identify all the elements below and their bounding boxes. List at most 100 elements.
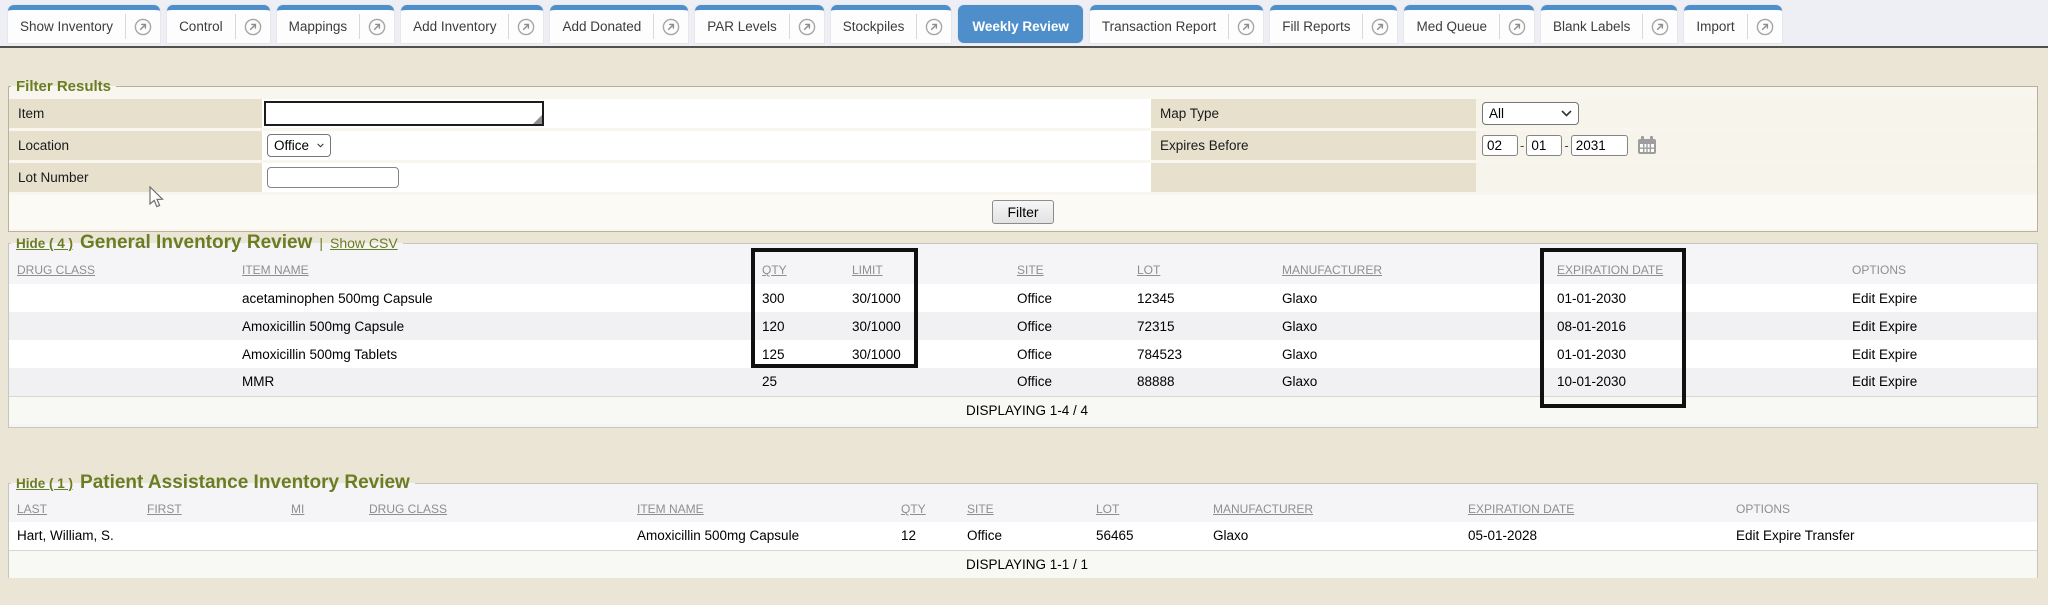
tab-weekly-review[interactable]: Weekly Review xyxy=(958,5,1083,43)
filter-button[interactable]: Filter xyxy=(992,200,1054,224)
cell-expiration-date: 05-01-2028 xyxy=(1460,522,1728,550)
column-header-site[interactable]: SITE xyxy=(1017,263,1044,277)
tab-divider xyxy=(234,14,236,39)
patient-hide-link[interactable]: Hide ( 1 ) xyxy=(16,476,74,491)
show-csv-link[interactable]: Show CSV xyxy=(329,235,398,251)
tab-import[interactable]: Import xyxy=(1684,5,1782,43)
external-link-icon[interactable] xyxy=(1229,10,1263,43)
table-row: Amoxicillin 500mg Capsule 120 30/1000 Offic… xyxy=(9,312,2037,340)
calendar-icon[interactable] xyxy=(1637,136,1657,155)
tab-label: Blank Labels xyxy=(1553,19,1631,34)
column-header-item-name[interactable]: ITEM NAME xyxy=(637,502,704,516)
external-link-icon[interactable] xyxy=(790,10,824,43)
cell-expiration-date: 01-01-2030 xyxy=(1549,284,1844,312)
general-section-title: General Inventory Review xyxy=(80,232,313,253)
external-link-icon[interactable] xyxy=(1500,10,1534,43)
resize-grip-icon[interactable] xyxy=(533,115,542,124)
cell-options[interactable]: Edit Expire xyxy=(1844,368,2037,396)
column-header-lot[interactable]: LOT xyxy=(1137,263,1161,277)
external-link-icon[interactable] xyxy=(1748,10,1782,43)
displaying-count: DISPLAYING 1-4 / 4 xyxy=(9,395,2037,424)
cell-lot: 784523 xyxy=(1129,340,1274,368)
general-hide-link[interactable]: Hide ( 4 ) xyxy=(16,236,74,251)
map-type-field-cell: All xyxy=(1476,99,2037,128)
external-link-icon[interactable] xyxy=(1643,10,1677,43)
tab-label: PAR Levels xyxy=(707,19,777,34)
tab-par-levels[interactable]: PAR Levels xyxy=(695,5,824,43)
column-header-limit[interactable]: LIMIT xyxy=(852,263,883,277)
external-link-icon[interactable] xyxy=(654,10,688,43)
external-link-icon[interactable] xyxy=(236,10,270,43)
external-link-icon[interactable] xyxy=(360,10,394,43)
column-header-lot[interactable]: LOT xyxy=(1096,502,1120,516)
tab-blank-labels[interactable]: Blank Labels xyxy=(1541,5,1678,43)
tab-label: Weekly Review xyxy=(972,19,1069,34)
cell-options[interactable]: Edit Expire Transfer xyxy=(1728,522,2037,550)
cell-qty: 125 xyxy=(754,340,844,368)
column-header-item-name[interactable]: ITEM NAME xyxy=(242,263,309,277)
column-header-qty[interactable]: QTY xyxy=(762,263,787,277)
tab-label: Add Inventory xyxy=(413,19,497,34)
displaying-count: DISPLAYING 1-1 / 1 xyxy=(9,549,2037,578)
tab-fill-reports[interactable]: Fill Reports xyxy=(1270,5,1398,43)
expires-month-input[interactable] xyxy=(1482,135,1518,156)
cell-options[interactable]: Edit Expire xyxy=(1844,340,2037,368)
lot-number-input[interactable] xyxy=(267,167,399,188)
tab-stockpiles[interactable]: Stockpiles xyxy=(830,5,952,43)
expires-year-input[interactable] xyxy=(1570,135,1628,156)
column-header-last[interactable]: LAST xyxy=(17,502,48,516)
cell-manufacturer: Glaxo xyxy=(1274,340,1549,368)
cell-manufacturer: Glaxo xyxy=(1205,522,1460,550)
external-link-icon[interactable] xyxy=(509,10,543,43)
tab-mappings[interactable]: Mappings xyxy=(276,5,395,43)
patient-section-title: Patient Assistance Inventory Review xyxy=(80,472,410,493)
column-header-drug-class[interactable]: DRUG CLASS xyxy=(369,502,448,516)
column-header-manufacturer[interactable]: MANUFACTURER xyxy=(1213,502,1314,516)
cell-lot: 88888 xyxy=(1129,368,1274,396)
cell-qty: 120 xyxy=(754,312,844,340)
map-type-select[interactable]: All xyxy=(1482,102,1579,125)
external-link-icon[interactable] xyxy=(917,10,951,43)
expires-before-field-cell: - - xyxy=(1476,131,2037,160)
tab-label: Transaction Report xyxy=(1101,19,1217,34)
column-header-drug-class[interactable]: DRUG CLASS xyxy=(17,263,96,277)
empty-field-cell xyxy=(1476,163,2037,192)
expires-day-input[interactable] xyxy=(1526,135,1563,156)
column-header-qty[interactable]: QTY xyxy=(901,502,926,516)
cell-lot: 72315 xyxy=(1129,312,1274,340)
cell-expiration-date: 08-01-2016 xyxy=(1549,312,1844,340)
cell-site: Office xyxy=(1009,340,1129,368)
tab-transaction-report[interactable]: Transaction Report xyxy=(1089,5,1264,43)
cell-first xyxy=(139,522,283,550)
column-header-expiration-date[interactable]: EXPIRATION DATE xyxy=(1468,502,1575,516)
tab-show-inventory[interactable]: Show Inventory xyxy=(8,5,161,43)
filter-legend: Filter Results xyxy=(16,78,112,95)
column-header-site[interactable]: SITE xyxy=(967,502,994,516)
tab-label: Fill Reports xyxy=(1282,19,1351,34)
tab-label: Med Queue xyxy=(1416,19,1488,34)
column-header-manufacturer[interactable]: MANUFACTURER xyxy=(1282,263,1383,277)
column-header-first[interactable]: FIRST xyxy=(147,502,182,516)
tab-add-inventory[interactable]: Add Inventory xyxy=(401,5,544,43)
tab-med-queue[interactable]: Med Queue xyxy=(1404,5,1535,43)
tab-label: Show Inventory xyxy=(20,19,114,34)
item-input[interactable] xyxy=(264,101,544,126)
column-header-expiration-date[interactable]: EXPIRATION DATE xyxy=(1557,263,1664,277)
cell-item-name: MMR xyxy=(234,368,754,396)
cell-drug-class xyxy=(9,284,234,312)
column-header-mi[interactable]: MI xyxy=(291,502,305,516)
cell-options[interactable]: Edit Expire xyxy=(1844,312,2037,340)
cell-qty: 300 xyxy=(754,284,844,312)
tab-add-donated[interactable]: Add Donated xyxy=(550,5,689,43)
tab-divider xyxy=(916,14,918,39)
external-link-icon[interactable] xyxy=(1363,10,1397,43)
cell-options[interactable]: Edit Expire xyxy=(1844,284,2037,312)
location-value: Office xyxy=(274,138,310,153)
location-select[interactable]: Office xyxy=(267,134,331,157)
displaying-row: DISPLAYING 1-4 / 4 xyxy=(9,395,2037,424)
cell-item-name: acetaminophen 500mg Capsule xyxy=(234,284,754,312)
column-header-options: OPTIONS xyxy=(1736,502,1791,516)
tab-control[interactable]: Control xyxy=(167,5,270,43)
cell-last: Hart, William, S. xyxy=(9,522,139,550)
external-link-icon[interactable] xyxy=(126,10,160,43)
